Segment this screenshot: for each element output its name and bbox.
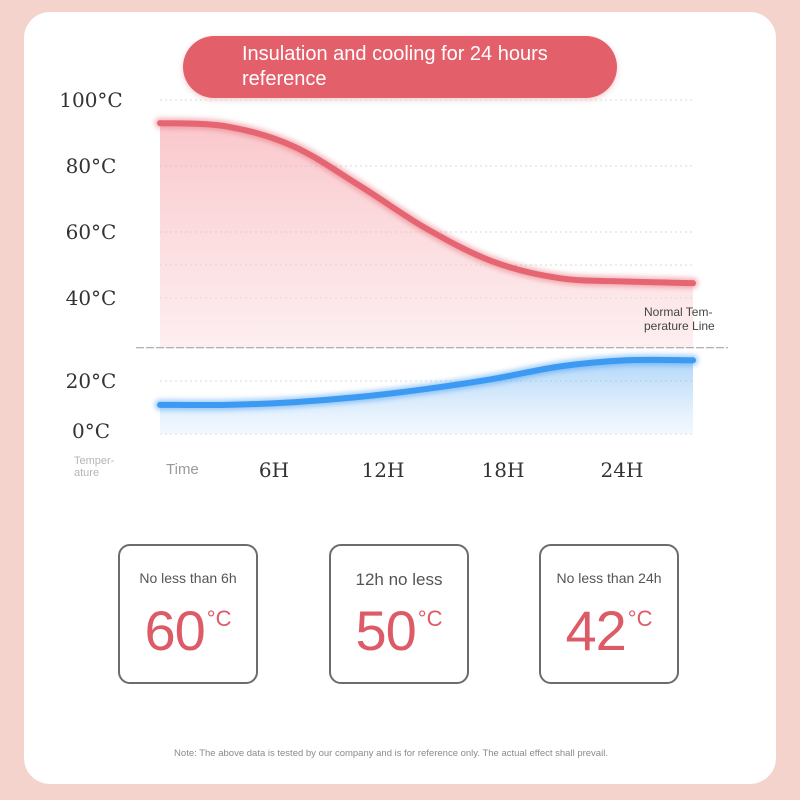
y-tick-label: 80°C	[65, 154, 117, 178]
y-tick-label: 100°C	[59, 88, 123, 112]
x-tick-label: 12H	[361, 458, 405, 482]
x-axis-label: Time	[166, 461, 199, 478]
y-tick-label: 60°C	[65, 220, 117, 244]
y-tick-label: 20°C	[65, 369, 117, 393]
x-tick-label: 24H	[600, 458, 644, 482]
stat-card-12h: 12h no less 50°C	[329, 544, 469, 684]
stat-unit: °C	[206, 606, 232, 631]
y-tick-label: 0°C	[71, 419, 111, 443]
title-banner	[183, 36, 617, 98]
stat-value: 60°C	[120, 598, 256, 663]
stat-unit: °C	[417, 606, 443, 631]
normal-line-label: Normal Tem- perature Line	[644, 305, 715, 333]
cold-area-fill	[160, 359, 693, 434]
stat-value: 42°C	[541, 598, 677, 663]
hot-area-fill	[160, 123, 693, 348]
y-tick-label: 40°C	[65, 286, 117, 310]
normal-line-label-text: Normal Tem- perature Line	[644, 305, 715, 333]
stat-number: 50	[355, 599, 417, 662]
stat-card-24h: No less than 24h 42°C	[539, 544, 679, 684]
cold-water-series-line	[157, 356, 696, 409]
x-tick-label: 6H	[258, 458, 290, 482]
stat-caption: No less than 6h	[139, 570, 237, 586]
stat-unit: °C	[627, 606, 653, 631]
chart-title: Insulation and cooling for 24 hours refe…	[242, 43, 548, 90]
y-axis-label: Temper-ature	[74, 455, 115, 479]
stat-number: 60	[144, 599, 206, 662]
stat-value: 50°C	[331, 598, 467, 663]
disclaimer-note: Note: The above data is tested by our co…	[174, 748, 608, 759]
hot-water-series-line	[157, 120, 696, 287]
stat-caption: 12h no less	[355, 570, 443, 589]
x-tick-label: 18H	[481, 458, 525, 482]
stat-caption: No less than 24h	[556, 570, 662, 586]
stat-number: 42	[565, 599, 627, 662]
stat-card-6h: No less than 6h 60°C	[118, 544, 258, 684]
